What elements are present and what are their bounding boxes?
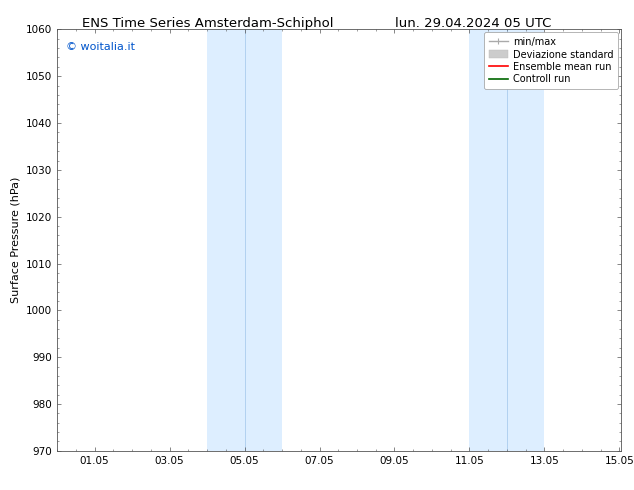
Text: lun. 29.04.2024 05 UTC: lun. 29.04.2024 05 UTC (395, 17, 552, 30)
Text: © woitalia.it: © woitalia.it (65, 42, 134, 52)
Text: ENS Time Series Amsterdam-Schiphol: ENS Time Series Amsterdam-Schiphol (82, 17, 334, 30)
Bar (469, 29, 545, 451)
Y-axis label: Surface Pressure (hPa): Surface Pressure (hPa) (10, 177, 20, 303)
Legend: min/max, Deviazione standard, Ensemble mean run, Controll run: min/max, Deviazione standard, Ensemble m… (484, 32, 618, 89)
Bar (207, 29, 282, 451)
